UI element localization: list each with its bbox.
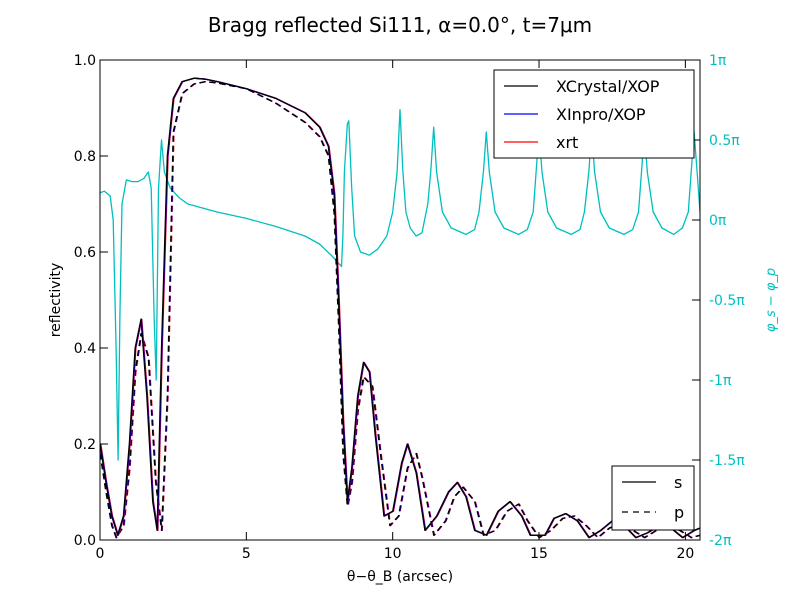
y-tick-label-3: 0.6: [74, 245, 96, 261]
legend-pol-label-0: s: [674, 473, 682, 492]
y-tick-label-2: 0.4: [74, 341, 96, 357]
y-axis-label: reflectivity: [48, 263, 64, 338]
x-tick-label-2: 10: [384, 546, 402, 562]
y-tick-label-0: 0.0: [74, 533, 96, 549]
y-right-tick-label-1: 0.5π: [709, 133, 740, 149]
series-line-2: [100, 108, 700, 461]
legend-label-2: xrt: [556, 133, 578, 152]
y-right-tick-label-2: 0π: [709, 213, 727, 229]
y-axis-label-right: φ_s − φ_p: [764, 268, 779, 332]
x-tick-label-3: 15: [530, 546, 548, 562]
chart-title: Bragg reflected Si111, α=0.0°, t=7μm: [208, 13, 592, 37]
x-axis-label: θ−θ_B (arcsec): [347, 569, 453, 585]
x-tick-label-0: 0: [96, 546, 105, 562]
legend-polarization: sp: [611, 465, 695, 531]
legend-label-1: XInpro/XOP: [556, 105, 646, 124]
y-right-tick-label-0: 1π: [709, 53, 727, 69]
y-right-tick-label-6: -2π: [709, 533, 732, 549]
x-tick-label-1: 5: [242, 546, 251, 562]
legend-polarization-frame: [611, 465, 695, 531]
y-right-tick-label-4: -1π: [709, 373, 732, 389]
legend-models: XCrystal/XOP XInpro/XOP xrt: [493, 69, 695, 159]
y-right-tick-label-3: -0.5π: [709, 293, 745, 309]
series-line-1: [100, 80, 700, 539]
y-tick-label-5: 1.0: [74, 53, 96, 69]
legend-pol-label-1: p: [674, 503, 684, 522]
y-tick-label-4: 0.8: [74, 149, 96, 165]
y-tick-label-1: 0.2: [74, 437, 96, 453]
x-tick-label-4: 20: [676, 546, 694, 562]
y-right-tick-label-5: -1.5π: [709, 453, 745, 469]
series-line-0: [100, 77, 700, 539]
legend-label-0: XCrystal/XOP: [556, 77, 660, 96]
